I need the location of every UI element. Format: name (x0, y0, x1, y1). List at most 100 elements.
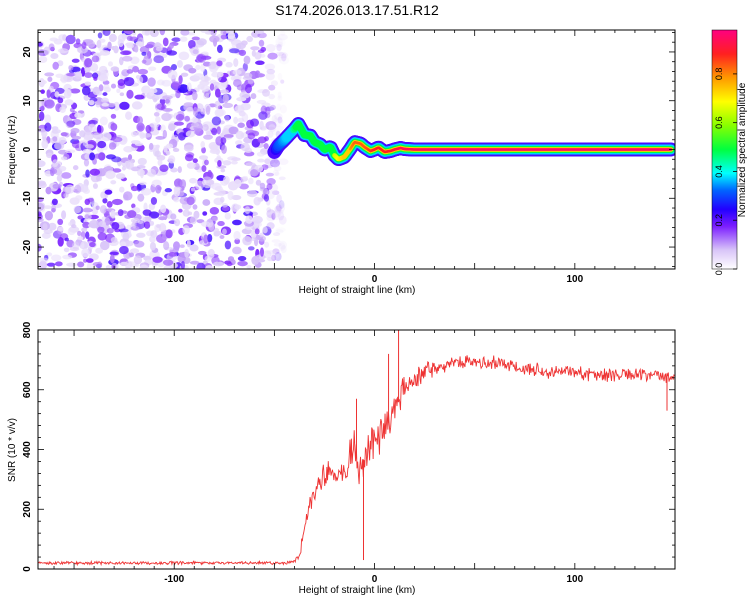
noise-blob (245, 83, 252, 94)
snr-panel: -100 0 100 0 200 400 600 800 Height of straight… (7, 321, 676, 596)
noise-blob (92, 261, 103, 267)
noise-blob (255, 60, 265, 66)
noise-blob (259, 247, 264, 257)
noise-blob (64, 149, 76, 154)
noise-blob (99, 116, 108, 126)
noise-blob (239, 91, 251, 99)
noise-blob (148, 203, 156, 211)
noise-blob (84, 58, 93, 68)
noise-blob (110, 113, 117, 119)
noise-blob (263, 194, 270, 202)
noise-blob (257, 235, 266, 242)
snr-ytick-label: 200 (22, 500, 33, 517)
noise-blob (275, 227, 286, 233)
noise-blob (245, 162, 256, 167)
noise-blob (183, 102, 194, 107)
noise-blob (278, 56, 290, 65)
noise-blob (66, 262, 77, 267)
noise-blob (102, 92, 108, 96)
noise-blob (192, 106, 198, 117)
noise-blob (64, 99, 74, 106)
colorbar-tick-label: 0.0 (714, 263, 724, 276)
noise-blob (109, 251, 119, 256)
noise-blob (123, 191, 133, 201)
noise-blob (38, 128, 47, 133)
noise-blob (156, 103, 167, 111)
noise-blob (264, 157, 276, 165)
noise-blob (57, 237, 64, 247)
noise-blob (214, 100, 221, 109)
noise-blob (125, 111, 133, 120)
noise-blob (244, 206, 251, 215)
noise-blob (110, 122, 118, 131)
noise-blob (252, 215, 263, 224)
noise-blob (44, 72, 55, 77)
noise-blob (245, 215, 253, 224)
noise-blob (275, 51, 284, 56)
noise-blob (112, 168, 122, 173)
noise-blob (57, 218, 64, 226)
noise-blob (165, 229, 173, 239)
noise-blob (259, 182, 266, 190)
noise-blob (182, 209, 190, 217)
noise-blob (191, 36, 200, 41)
noise-blob (272, 210, 281, 218)
noise-blob (162, 37, 169, 47)
noise-blob (77, 261, 85, 268)
noise-blob (216, 60, 223, 67)
noise-blob (148, 142, 154, 150)
noise-blob (247, 132, 256, 140)
noise-blob (131, 101, 143, 110)
noise-blob (224, 240, 232, 250)
noise-blob (277, 91, 282, 99)
noise-blob (167, 123, 176, 131)
noise-blob (230, 160, 238, 165)
noise-blob (38, 42, 43, 47)
noise-blob (208, 61, 217, 70)
noise-blob (273, 157, 279, 164)
noise-blob (46, 152, 53, 159)
noise-blob (231, 157, 241, 162)
noise-blob (165, 150, 171, 156)
noise-blob (115, 173, 126, 180)
noise-blob (215, 136, 223, 146)
noise-blob (126, 44, 134, 49)
noise-blob (113, 45, 119, 54)
noise-blob (105, 170, 116, 180)
snr-ytick-label: 800 (22, 321, 33, 338)
noise-blob (152, 256, 163, 263)
noise-blob (216, 44, 223, 54)
noise-blob (266, 207, 272, 213)
noise-blob (60, 74, 68, 84)
snr-ytick-label: 0 (22, 566, 33, 572)
noise-blob (93, 153, 103, 159)
noise-blob (103, 84, 110, 89)
noise-blob (172, 246, 180, 253)
noise-blob (262, 226, 268, 234)
noise-blob (276, 44, 282, 52)
noise-blob (170, 213, 177, 220)
noise-blob (54, 91, 60, 98)
noise-blob (145, 216, 152, 220)
noise-blob (237, 256, 247, 262)
noise-blob (83, 188, 90, 194)
noise-blob (130, 131, 138, 137)
noise-blob (61, 210, 67, 220)
colorbar-label: Normalized spectral amplitude (737, 82, 748, 217)
noise-blob (44, 114, 52, 124)
noise-blob (53, 38, 63, 45)
noise-blob (143, 255, 152, 261)
noise-blob (217, 221, 225, 227)
noise-blob (129, 248, 140, 254)
snr-xtick-label: 100 (566, 574, 583, 585)
noise-blob (187, 211, 193, 216)
noise-blob (105, 211, 110, 216)
noise-blob (209, 83, 215, 91)
snr-xlabel: Height of straight line (km) (299, 585, 416, 596)
noise-blob (213, 261, 224, 267)
noise-blob (192, 204, 198, 210)
noise-blob (214, 108, 224, 117)
noise-blob (81, 41, 87, 50)
noise-blob (155, 144, 160, 149)
